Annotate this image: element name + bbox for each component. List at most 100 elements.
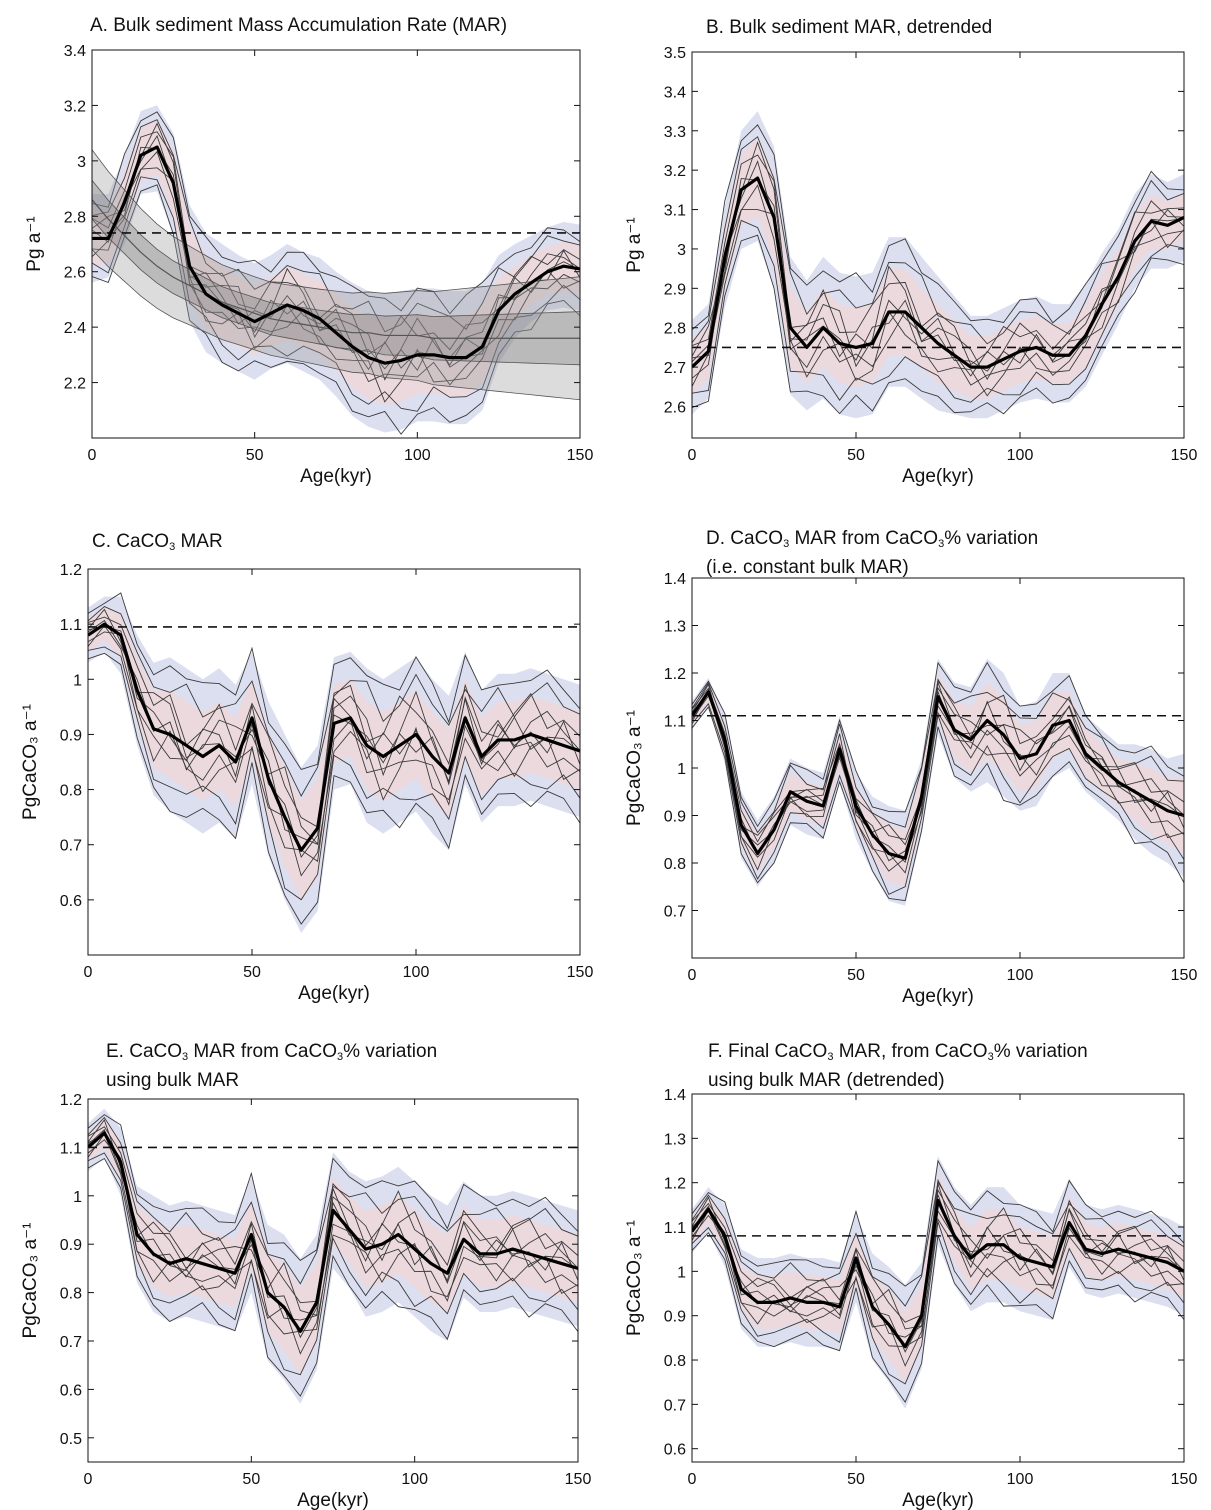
panel-a-trend-line: [92, 199, 580, 339]
panel-d-ensemble-line: [692, 706, 1184, 902]
panel-e-x-tick-label: 150: [565, 1471, 592, 1488]
panel-a-ensemble-line: [92, 119, 580, 333]
panel-f-y-tick-label: 1.3: [664, 1131, 686, 1148]
panel-a-ensemble-line: [92, 176, 580, 412]
panel-e-x-tick-label: 0: [84, 1471, 93, 1488]
panel-c-plot-area: [88, 592, 580, 933]
panel-b-mean-line: [692, 176, 1184, 369]
panel-b-x-tick-label: 0: [688, 447, 697, 464]
panel-a-title: A. Bulk sediment Mass Accumulation Rate …: [90, 15, 508, 36]
panel-d-chart: 0 50 100 150 1.4 1.3 1.2 1.1 1 0.9 0.8 0.7 Age(kyr) P…: [624, 571, 1197, 1007]
panel-e-x-tick-label: 50: [242, 1471, 260, 1488]
panel-c-ensemble-line: [88, 616, 580, 828]
panel-c-mean-line: [88, 622, 580, 852]
panel-f-x-tick-label: 100: [1007, 1471, 1034, 1488]
panel-e-title-line-1: E. CaCO3 MAR from CaCO3% variation: [106, 1041, 438, 1063]
panel-f-y-tick-label: 1: [677, 1264, 686, 1281]
panel-c-y-tick-label: 0.6: [60, 893, 82, 910]
panel-f-y-tick-label: 0.9: [664, 1309, 686, 1326]
panel-b-x-tick-label: 100: [1007, 447, 1034, 464]
panel-a-y-tick-label: 2.8: [64, 209, 86, 226]
panel-b-plot-area: [692, 111, 1184, 419]
panel-c-ensemble-line: [88, 626, 580, 858]
panel-f-x-tick-label: 50: [847, 1471, 865, 1488]
panel-b: B. Bulk sediment MAR, detrended 0 50 100 15…: [606, 0, 1211, 503]
panel-c-chart: 0 50 100 150 1.2 1.1 1 0.9 0.8 0.7 0.6 Age(kyr) PgCa…: [20, 562, 593, 1004]
panel-d-title-line-2: (i.e. constant bulk MAR): [706, 557, 909, 578]
panel-a-y-tick-label: 3: [77, 154, 86, 171]
panel-e-x-tick-label: 100: [401, 1471, 428, 1488]
panel-b-y-tick-label: 2.7: [664, 360, 686, 377]
panel-a-axes-frame: [91, 49, 581, 439]
panel-a-chart: 0 50 100 150 3.4 3.2 3 2.8 2.6 2.4 2.2 Age(kyr) Pg a…: [24, 43, 594, 487]
panel-c: C. CaCO3 MAR 0 50 100 150 1.2 1.1 1 0.9 0.8 0.7 0.…: [0, 503, 605, 1006]
panel-f-ensemble-line: [692, 1178, 1184, 1323]
panel-a-ensemble-line: [92, 150, 580, 403]
panel-c-y-tick-label: 0.7: [60, 838, 82, 855]
panel-d-y-tick-label: 0.9: [664, 809, 686, 826]
panel-a-trend-inner-band: [92, 179, 580, 366]
panel-b-y-tick-label: 3: [677, 242, 686, 259]
panel-e-y-tick-label: 1: [73, 1189, 82, 1206]
panel-f-ensemble-line: [692, 1209, 1184, 1367]
panel-e-ensemble-line: [88, 1133, 578, 1355]
panel-b-y-tick-label: 2.9: [664, 281, 686, 298]
panel-f-title: F. Final CaCO3 MAR, from CaCO3% variatio…: [708, 1040, 1088, 1092]
panel-e-ensemble-line: [88, 1152, 578, 1376]
panel-d-x-tick-label: 0: [688, 967, 697, 984]
panel-a-mean-line: [92, 145, 580, 365]
panel-f-mean-line: [692, 1198, 1184, 1349]
panel-b-chart: 0 50 100 150 3.5 3.4 3.3 3.2 3.1 3 2.9 2.8 2.7 2.6 Age…: [624, 45, 1198, 487]
panel-b-y-tick-label: 3.3: [664, 124, 686, 141]
panel-a-x-tick-label: 150: [567, 447, 594, 464]
panel-e-y-tick-label: 0.8: [60, 1286, 82, 1303]
panel-c-outer-envelope: [88, 596, 580, 933]
panel-e-plot-area: [88, 1108, 578, 1404]
panel-f-ensemble-line: [692, 1194, 1184, 1338]
panel-c-ensemble-line: [88, 631, 580, 863]
panel-f-title-line-2: using bulk MAR (detrended): [708, 1070, 945, 1091]
panel-a-x-tick-label: 100: [404, 447, 431, 464]
panel-d-ensemble-line: [692, 683, 1184, 846]
panel-e-axes-frame: [87, 1098, 579, 1463]
panel-f-x-axis-label: Age(kyr): [902, 1490, 974, 1510]
panel-e-y-axis-label: PgCaCO₃ a⁻¹: [20, 1223, 41, 1339]
panel-b-ensemble-line: [692, 219, 1184, 403]
panel-d-ensemble-line: [692, 661, 1184, 828]
panel-b-axes-frame: [691, 51, 1185, 439]
panel-a-trend-outer-band: [92, 149, 580, 401]
panel-b-x-axis-label: Age(kyr): [902, 466, 974, 487]
panel-c-ensemble-line: [88, 592, 580, 770]
panel-f-y-tick-label: 1.2: [664, 1176, 686, 1193]
panel-c-x-axis-label: Age(kyr): [298, 983, 370, 1004]
panel-a-y-tick-label: 3.2: [64, 98, 86, 115]
panel-b-ensemble-line: [692, 124, 1184, 331]
panel-e-ensemble-line: [88, 1139, 578, 1335]
panel-a-inner-envelope: [92, 119, 580, 405]
panel-c-y-axis-label: PgCaCO₃ a⁻¹: [20, 704, 41, 820]
panel-c-y-tick-label: 1: [73, 672, 82, 689]
panel-b-x-tick-label: 50: [847, 447, 865, 464]
panel-d-x-tick-label: 50: [847, 967, 865, 984]
panel-e-ensemble-line: [88, 1134, 578, 1339]
panel-d-y-tick-label: 1.3: [664, 619, 686, 636]
panel-d-plot-area: [692, 658, 1184, 906]
panel-d-y-tick-label: 1.4: [664, 571, 686, 588]
panel-e-y-tick-label: 0.5: [60, 1431, 82, 1448]
panel-c-x-tick-label: 0: [84, 964, 93, 981]
panel-d-x-tick-label: 100: [1007, 967, 1034, 984]
panel-c-y-tick-label: 0.8: [60, 783, 82, 800]
panel-d-y-tick-label: 0.7: [664, 904, 686, 921]
panel-e-ensemble-line: [88, 1157, 578, 1397]
panel-c-ensemble-line: [88, 608, 580, 846]
panel-e: E. CaCO3 MAR from CaCO3% variation using…: [0, 1006, 605, 1510]
panel-f-ensemble-line: [692, 1221, 1184, 1385]
panel-c-x-tick-label: 50: [243, 964, 261, 981]
panel-e-x-axis-label: Age(kyr): [297, 1490, 369, 1510]
panel-f-axes-frame: [691, 1093, 1185, 1463]
panel-b-x-tick-label: 150: [1171, 447, 1198, 464]
panel-a-x-tick-label: 50: [246, 447, 264, 464]
panel-e-ensemble-line: [88, 1128, 578, 1321]
panel-b-ensemble-line: [692, 141, 1184, 381]
panel-e-ensemble-line: [88, 1119, 578, 1316]
